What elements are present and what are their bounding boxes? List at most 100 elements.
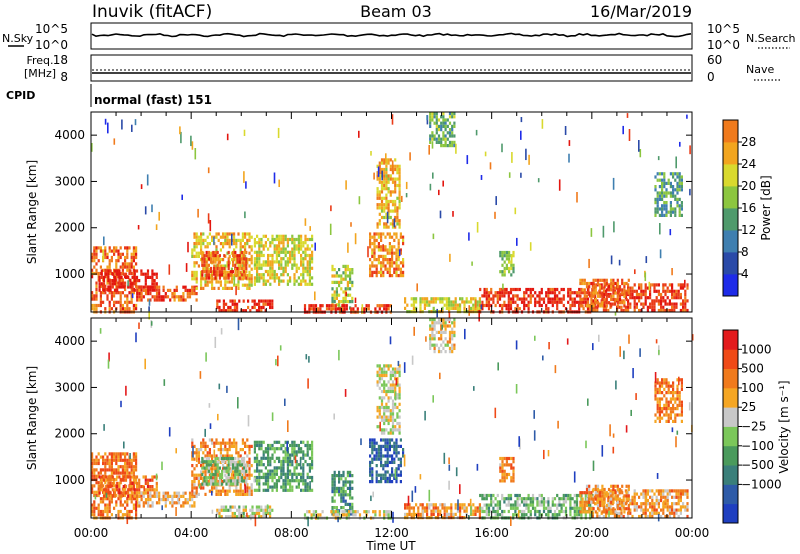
velocity-cell [213, 464, 216, 468]
velocity-cell [398, 367, 401, 371]
power-cell [385, 206, 388, 210]
power-cell [678, 188, 681, 192]
power-cell [200, 258, 203, 262]
power-cell [130, 291, 133, 295]
velocity-cell [206, 451, 209, 455]
power-echo [432, 233, 435, 240]
power-cell [349, 277, 352, 281]
velocity-cell [135, 465, 138, 469]
power-cell [560, 287, 563, 292]
power-cell [538, 303, 541, 308]
velocity-cell [124, 478, 128, 482]
power-cell [373, 258, 376, 262]
power-cell [256, 279, 259, 283]
velocity-cell [398, 393, 401, 397]
velocity-cell [226, 464, 229, 468]
power-cell [490, 287, 493, 292]
velocity-cell [237, 457, 240, 461]
velocity-cell [556, 513, 559, 517]
power-cell [583, 278, 586, 282]
velocity-cell [280, 469, 283, 473]
power-echo [243, 171, 245, 183]
power-cell [193, 245, 196, 249]
velocity-cell [221, 472, 224, 477]
power-cell [581, 304, 584, 308]
power-cell [91, 303, 94, 308]
power-cell [258, 247, 261, 251]
power-cell [289, 279, 292, 283]
velocity-cell [240, 479, 243, 483]
power-cell [602, 308, 605, 313]
power-cell [483, 303, 486, 308]
power-cell [395, 232, 398, 236]
velocity-cell [260, 447, 263, 451]
power-cell [297, 244, 300, 248]
power-cell [441, 297, 444, 301]
velocity-cell [219, 460, 222, 464]
velocity-cell [373, 444, 376, 448]
power-cell [440, 144, 443, 148]
power-cell [442, 115, 445, 119]
velocity-cell [551, 513, 554, 517]
power-cell [228, 238, 231, 242]
power-cell [219, 248, 222, 252]
velocity-cell [331, 496, 334, 500]
velocity-cell [109, 481, 112, 485]
power-cell [487, 307, 491, 311]
power-cell [304, 257, 307, 261]
power-cell [328, 307, 331, 311]
velocity-cell [221, 456, 224, 461]
power-cell [124, 307, 127, 311]
velocity-cell [551, 497, 554, 501]
velocity-cell [142, 491, 145, 495]
velocity-cell [93, 484, 96, 488]
power-cell [132, 259, 135, 263]
power-cell [110, 297, 113, 301]
power-echo [347, 242, 349, 253]
velocity-cell [188, 494, 192, 498]
velocity-cell [211, 467, 214, 471]
velocity-cell [131, 481, 134, 485]
power-echo [391, 114, 394, 125]
power-cell [423, 306, 426, 310]
velocity-cell [384, 473, 387, 477]
power-cell [623, 304, 626, 308]
power-cell [474, 306, 477, 310]
velocity-cell [304, 459, 307, 464]
velocity-cell [111, 475, 114, 479]
velocity-cell [395, 467, 398, 471]
power-cell [311, 282, 314, 286]
velocity-cell [186, 501, 189, 505]
power-echo [436, 308, 438, 318]
velocity-cell [527, 493, 530, 498]
velocity-cell [448, 512, 451, 516]
power-cell [612, 297, 615, 302]
velocity-cell [132, 452, 135, 456]
velocity-cell [380, 399, 384, 403]
power-cell [609, 302, 612, 306]
velocity-cell [384, 470, 387, 474]
velocity-cell [278, 466, 281, 470]
power-cell [387, 206, 390, 210]
velocity-cell [126, 468, 129, 472]
velocity-cell [523, 500, 526, 504]
velocity-cell [116, 488, 119, 492]
velocity-cell [291, 463, 294, 467]
velocity-cell [310, 513, 313, 517]
velocity-cell [386, 448, 389, 452]
power-cell [633, 299, 636, 303]
power-cell [243, 266, 246, 271]
velocity-cell [121, 471, 124, 475]
velocity-cell [311, 459, 314, 464]
velocity-cell [394, 373, 397, 378]
power-cell [680, 207, 683, 211]
velocity-cell [95, 506, 98, 510]
power-cell [273, 279, 276, 283]
power-cell [271, 273, 274, 277]
power-cell [300, 253, 303, 258]
power-cell [253, 244, 256, 248]
power-cell [147, 298, 150, 302]
power-cell [248, 274, 251, 278]
power-cell [275, 260, 278, 264]
